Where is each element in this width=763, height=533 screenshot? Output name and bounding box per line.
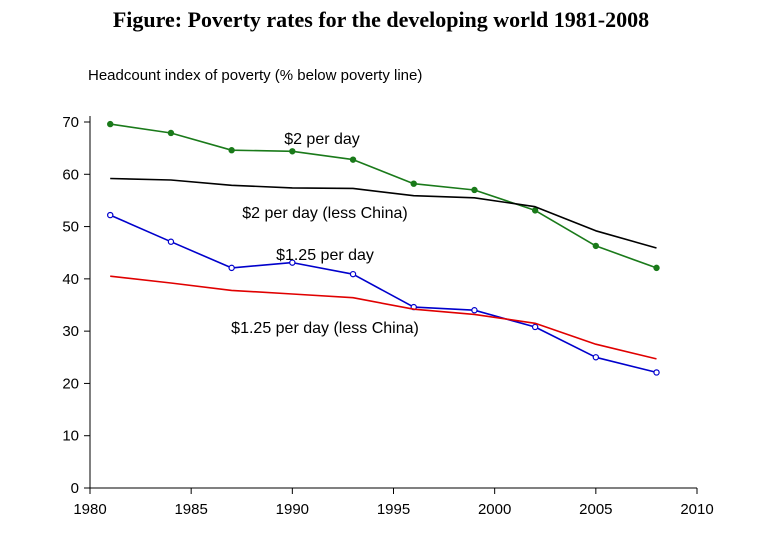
- data-point: [653, 264, 660, 272]
- series-2-per-day-less-china: [110, 177, 657, 249]
- data-point: [471, 307, 478, 314]
- series-line: [110, 275, 657, 360]
- x-tick-label: 2005: [579, 501, 612, 518]
- y-tick-label: 60: [62, 166, 79, 183]
- series-line: [110, 177, 657, 249]
- data-point: [592, 242, 600, 250]
- y-tick-label: 10: [62, 428, 79, 445]
- data-point: [592, 354, 600, 361]
- series-1-25-per-day-less-china: [110, 275, 657, 360]
- y-axis-label: Headcount index of poverty (% below pove…: [88, 67, 422, 84]
- x-ticks: 1980 1985 1990 1995 2000 2005 2010: [73, 488, 714, 518]
- chart-title: Figure: Poverty rates for the developing…: [113, 7, 649, 32]
- data-point: [167, 238, 175, 245]
- data-point: [289, 259, 296, 266]
- series-layer: [107, 120, 660, 376]
- axes: [89, 116, 697, 489]
- y-tick-label: 70: [62, 114, 79, 131]
- data-point: [471, 186, 478, 194]
- y-tick-label: 20: [62, 375, 79, 392]
- series-2-per-day: [107, 120, 660, 272]
- series-line: [110, 123, 657, 269]
- data-point: [107, 211, 114, 219]
- x-tick-label: 1990: [276, 501, 309, 518]
- data-point: [531, 323, 539, 331]
- series-label: $1.25 per day: [276, 247, 374, 264]
- x-tick-label: 1995: [377, 501, 410, 518]
- series-line: [109, 214, 657, 374]
- data-point: [107, 120, 114, 128]
- data-point: [653, 369, 660, 376]
- y-tick-label: 30: [62, 323, 79, 340]
- data-point: [228, 264, 235, 272]
- y-tick-label: 40: [62, 271, 79, 288]
- data-point: [349, 156, 357, 163]
- series-label: $1.25 per day (less China): [231, 320, 419, 337]
- data-point: [531, 207, 539, 214]
- series-label: $2 per day: [284, 131, 360, 148]
- data-point: [410, 180, 417, 187]
- series-1-25-per-day: [107, 211, 660, 376]
- x-tick-label: 1985: [174, 501, 207, 518]
- y-ticks: 0 10 20 30 40 50 60 70: [62, 114, 90, 497]
- x-tick-label: 2010: [680, 501, 713, 518]
- x-tick-label: 2000: [478, 501, 511, 518]
- series-labels: $2 per day $2 per day (less China) $1.25 p…: [231, 131, 419, 337]
- data-point: [167, 129, 175, 137]
- data-point: [349, 270, 357, 278]
- y-tick-label: 0: [71, 480, 79, 497]
- data-point: [289, 148, 296, 155]
- x-tick-label: 1980: [73, 501, 106, 518]
- data-point: [228, 147, 235, 154]
- series-label: $2 per day (less China): [242, 205, 407, 222]
- y-tick-label: 50: [62, 219, 79, 236]
